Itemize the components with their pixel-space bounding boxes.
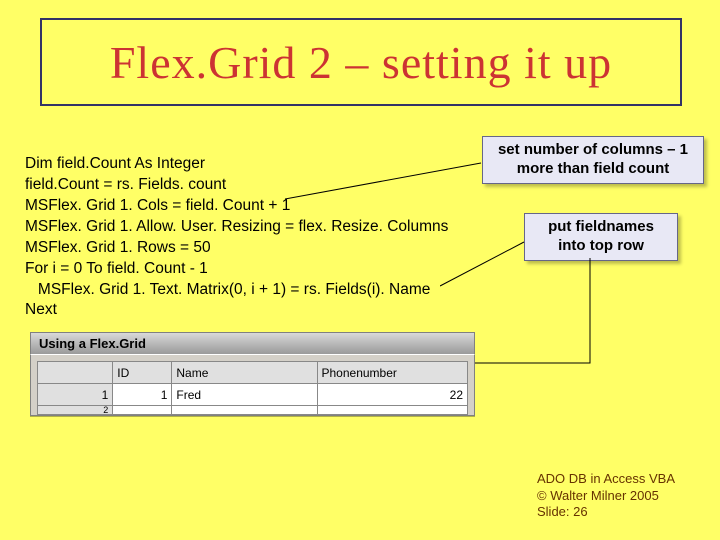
flexgrid-table: ID Name Phonenumber 1 1 Fred 22 2 <box>37 361 468 415</box>
title-box: Flex.Grid 2 – setting it up <box>40 18 682 106</box>
callout-set-columns: set number of columns – 1 more than fiel… <box>482 136 704 184</box>
slide-title: Flex.Grid 2 – setting it up <box>110 36 612 89</box>
grid-cell: Fred <box>172 384 317 406</box>
grid-cell: 22 <box>317 384 468 406</box>
connector-cols <box>285 161 485 201</box>
grid-cell <box>113 406 172 415</box>
grid-cell: 1 <box>113 384 172 406</box>
grid-col-name: Name <box>172 362 317 384</box>
grid-col-phone: Phonenumber <box>317 362 468 384</box>
grid-row-hdr: 2 <box>38 406 113 415</box>
grid-cell <box>317 406 468 415</box>
footer-line2: © Walter Milner 2005 <box>537 488 675 504</box>
slide-footer: ADO DB in Access VBA © Walter Milner 200… <box>537 471 675 520</box>
connector-headers-to-grid <box>460 258 600 378</box>
grid-col-blank <box>38 362 113 384</box>
footer-line3: Slide: 26 <box>537 504 675 520</box>
grid-col-id: ID <box>113 362 172 384</box>
grid-cell <box>172 406 317 415</box>
grid-window-title: Using a Flex.Grid <box>30 332 475 354</box>
footer-line1: ADO DB in Access VBA <box>537 471 675 487</box>
callout-fieldnames: put fieldnames into top row <box>524 213 678 261</box>
grid-row-hdr: 1 <box>38 384 113 406</box>
flexgrid-screenshot: Using a Flex.Grid ID Name Phonenumber 1 … <box>30 332 475 416</box>
